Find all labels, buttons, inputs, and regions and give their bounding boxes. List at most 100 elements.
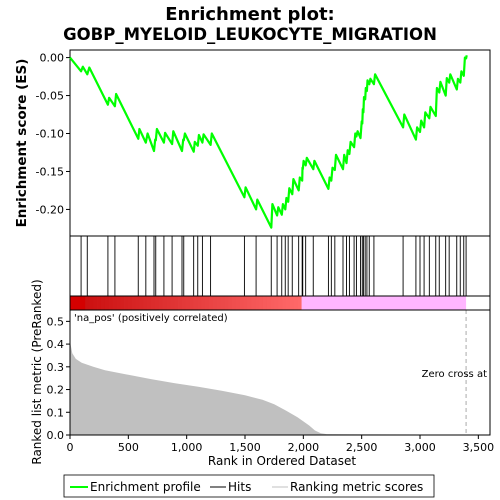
x-tick-label: 2,000 (288, 441, 320, 454)
rank-band-pos-segment (216, 296, 221, 310)
legend: Enrichment profile Hits Ranking metric s… (63, 474, 435, 498)
rank-color-band (70, 296, 467, 310)
es-y-tick-label: -0.05 (36, 90, 64, 103)
metric-y-tick-label: 0.0 (47, 429, 65, 442)
rank-band-pos-segment (166, 296, 171, 310)
rank-band-pos-segment (120, 296, 125, 310)
zero-cross-label: Zero cross at (422, 369, 487, 380)
rank-band-pos-segment (239, 296, 245, 310)
rank-band-pos-segment (212, 296, 218, 310)
rank-band-pos-segment (185, 296, 191, 310)
metric-panel-frame (69, 309, 491, 436)
rank-band-pos-segment (205, 296, 210, 310)
rank-band-pos-segment (135, 296, 140, 310)
es-profile-line (69, 55, 468, 229)
rank-band-pos-segment (251, 296, 256, 310)
metric-y-axis-title: Ranked list metric (PreRanked) (30, 279, 44, 464)
rank-band-pos-segment (290, 296, 295, 310)
metric-area (70, 341, 467, 435)
rank-band-pos-segment (270, 296, 275, 310)
legend-frame (63, 474, 435, 498)
rank-band-pos-segment (201, 296, 206, 310)
rank-band-neg-segment (301, 296, 467, 310)
rank-band-pos-segment (170, 296, 175, 310)
metric-y-tick-label: 0.4 (47, 338, 65, 351)
rank-band-pos-segment (297, 296, 302, 310)
rank-band-pos-segment (116, 296, 121, 310)
rank-band-pos-segment (154, 296, 160, 310)
metric-y-tick-label: 0.2 (47, 384, 65, 397)
metric-y-tick-label: 0.5 (47, 315, 65, 328)
rank-band-pos-segment (247, 296, 252, 310)
rank-band-pos-segment (70, 296, 86, 310)
x-axis-ticks: 0 500 1,000 1,500 2,000 2,500 3,000 3,500 (67, 435, 494, 454)
x-tick-label: 3,000 (404, 441, 436, 454)
rank-band-pos-segment (278, 296, 283, 310)
es-y-tick-label: -0.10 (36, 128, 64, 141)
hits-panel-frame (69, 235, 491, 297)
hits-panel (69, 235, 491, 297)
rank-band-pos-segment (181, 296, 187, 310)
rank-band-pos-segment (178, 296, 183, 310)
rank-band-pos-segment (220, 296, 225, 310)
es-y-tick-label: -0.15 (36, 165, 64, 178)
es-y-tick-label: -0.20 (36, 203, 64, 216)
rank-band-pos-segment (274, 296, 279, 310)
rank-band-pos-segment (93, 296, 98, 310)
rank-band-pos-segment (124, 296, 129, 310)
rank-band-pos-segment (131, 296, 137, 310)
es-panel: 0.00 -0.05 -0.10 -0.15 -0.20 (36, 49, 491, 237)
chart-title-line-1: Enrichment plot: (165, 4, 335, 25)
rank-band-pos-segment (97, 296, 102, 310)
rank-band-pos-segment (189, 296, 194, 310)
rank-band-pos-segment (286, 296, 291, 310)
es-panel-frame (69, 49, 491, 237)
rank-band-pos-segment (158, 296, 164, 310)
rank-band-pos-segment (232, 296, 237, 310)
legend-hits-label: Hits (228, 480, 251, 494)
rank-band-pos-segment (151, 296, 156, 310)
x-tick-label: 500 (118, 441, 139, 454)
rank-band-pos-segment (143, 296, 148, 310)
x-tick-label: 2,500 (346, 441, 378, 454)
rank-band-pos-segment (108, 296, 113, 310)
rank-band-pos-segment (255, 296, 260, 310)
rank-band-pos-segment (127, 296, 133, 310)
positive-correlation-label: 'na_pos' (positively correlated) (74, 313, 228, 324)
rank-band-pos-segment (228, 296, 233, 310)
rank-band-pos-segment (243, 296, 248, 310)
rank-band-pos-segment (162, 296, 167, 310)
hit-marks (80, 236, 467, 296)
rank-band-pos-segment (85, 296, 90, 310)
x-axis-title: Rank in Ordered Dataset (208, 454, 356, 468)
metric-y-tick-label: 0.3 (47, 361, 65, 374)
legend-es-label: Enrichment profile (90, 480, 201, 494)
x-tick-label: 1,000 (171, 441, 203, 454)
es-y-axis-title: Enrichment score (ES) (14, 59, 30, 228)
es-y-ticks: 0.00 -0.05 -0.10 -0.15 -0.20 (36, 52, 70, 216)
rank-band-pos-segment (224, 296, 229, 310)
rank-band-pos-segment (266, 296, 272, 310)
rank-band-pos-segment (235, 296, 241, 310)
rank-band-pos-segment (197, 296, 202, 310)
rank-band-pos-segment (147, 296, 152, 310)
rank-band-pos-segment (100, 296, 106, 310)
metric-y-tick-label: 0.1 (47, 406, 65, 419)
legend-metric-label: Ranking metric scores (290, 480, 423, 494)
rank-band-pos-segment (139, 296, 144, 310)
x-tick-label: 0 (67, 441, 74, 454)
rank-band-pos-segment (259, 296, 264, 310)
rank-band-pos-segment (112, 296, 117, 310)
rank-band-pos-segment (262, 296, 268, 310)
metric-panel: 0.0 0.1 0.2 0.3 0.4 0.5 'na_pos' (positively … (47, 309, 491, 442)
rank-band-pos-segment (104, 296, 109, 310)
rank-band-pos-segment (208, 296, 214, 310)
es-y-tick-label: 0.00 (40, 52, 65, 65)
x-tick-label: 1,500 (229, 441, 261, 454)
rank-band-pos-segment (174, 296, 179, 310)
rank-band-pos-segment (193, 296, 198, 310)
rank-band-pos-segment (293, 296, 299, 310)
chart-title-line-2: GOBP_MYELOID_LEUKOCYTE_MIGRATION (63, 25, 437, 44)
metric-y-ticks: 0.0 0.1 0.2 0.3 0.4 0.5 (47, 315, 70, 442)
